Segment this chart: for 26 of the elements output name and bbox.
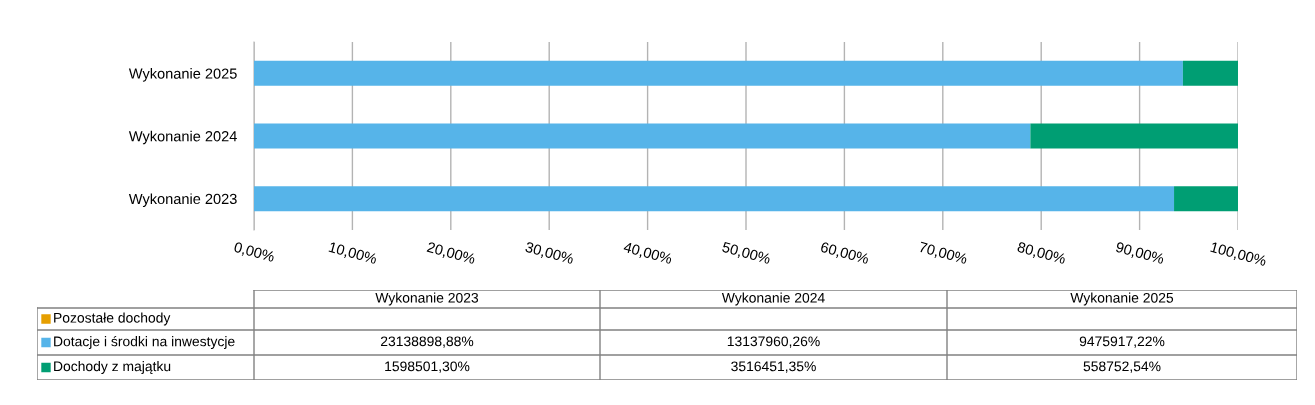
x-tick-label: 40,00% [622, 241, 673, 266]
category-label: Wykonanie 2025 [1070, 292, 1174, 306]
x-tick-label: 0,00% [233, 241, 276, 264]
x-tick-label: 30,00% [524, 241, 575, 266]
x-tick-label: 20,00% [426, 241, 476, 266]
text: 3516451,35% [731, 361, 816, 373]
legend-label: Pozostałe dochody [54, 312, 171, 326]
legend-label: Dochody z majątku [54, 361, 171, 374]
text: 1598501,30% [385, 361, 470, 373]
x-tick-label: 60,00% [819, 241, 870, 266]
y-tick-label: Wykonanie 2024 [128, 130, 237, 145]
text: 9475917,22% [1079, 336, 1165, 348]
category-label: Wykonanie 2024 [721, 292, 825, 306]
text: 23138898,88% [380, 336, 474, 348]
text: 13137960,26% [727, 336, 820, 348]
x-tick-label: 80,00% [1016, 241, 1067, 266]
y-tick-label: Wykonanie 2023 [128, 193, 237, 207]
y-tick-label: Wykonanie 2025 [128, 68, 237, 82]
x-tick-label: 10,00% [328, 241, 378, 266]
category-label: Wykonanie 2023 [375, 292, 479, 306]
x-tick-label: 70,00% [918, 241, 968, 266]
x-tick-label: 100,00% [1209, 241, 1267, 268]
x-tick-label: 90,00% [1114, 241, 1165, 266]
x-tick-label: 50,00% [721, 241, 772, 266]
text: 558752,54% [1083, 361, 1161, 373]
legend-label: Dotacje i środki na inwestycje [54, 335, 235, 350]
